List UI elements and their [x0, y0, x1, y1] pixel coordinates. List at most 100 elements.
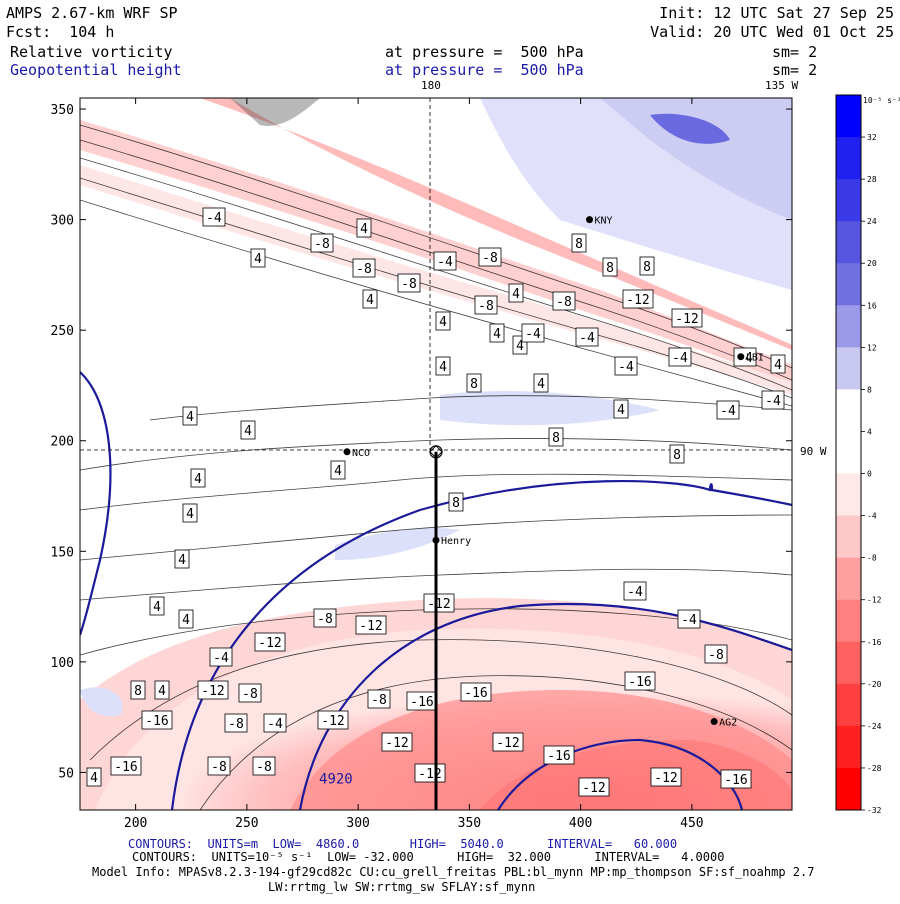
vorticity-label-box	[197, 680, 229, 700]
vorticity-label-text: -4	[525, 327, 541, 342]
vorticity-label-text: 8	[606, 261, 614, 276]
colorbar-tick-label: 4	[867, 427, 872, 436]
vorticity-label-text: 4	[512, 287, 520, 302]
colorbar-segment	[836, 263, 861, 306]
vorticity-label: -8	[310, 233, 334, 253]
vorticity-label-box	[149, 596, 165, 616]
vorticity-label-text: -4	[627, 585, 643, 600]
vorticity-label-text: -4	[681, 613, 697, 628]
vorticity-label-text: 8	[452, 496, 460, 511]
colorbar-tick-label: -16	[867, 638, 882, 647]
vorticity-label-box	[492, 732, 524, 752]
x-tick-label: 250	[235, 816, 258, 831]
vorticity-label-text: 4	[153, 600, 161, 615]
colorbar-segment	[836, 767, 861, 811]
vorticity-label-box	[623, 581, 647, 601]
vorticity-label-box	[575, 327, 599, 347]
height-contour-info: CONTOURS: UNITS=m LOW= 4860.0 HIGH= 5040…	[128, 837, 678, 851]
plot-axes: 200 250 300 350 400 450 50 100 150 200 250 300 350	[51, 98, 792, 831]
vorticity-label-text: -12	[359, 619, 382, 634]
vorticity-label-text: -4	[213, 651, 229, 666]
vorticity-contour-labels: 4 4 -4 4 -8 4 -8 -8 4 -4 -8 -8 4 -8 8 8 8 -12 -12 4 -4 -4 -4 -4…	[86, 207, 786, 797]
field1-smooth: sm= 2	[772, 43, 818, 61]
vorticity-label-text: -4	[618, 360, 634, 375]
vorticity-label-box	[317, 710, 349, 730]
vorticity-label: -4	[623, 581, 647, 601]
vorticity-label-box	[613, 399, 629, 419]
vorticity-label-box	[202, 207, 226, 227]
vorticity-label: -12	[414, 763, 446, 783]
vorticity-label-box	[238, 683, 262, 703]
colorbar-segment	[836, 683, 861, 727]
vorticity-label-box	[578, 777, 610, 797]
vorticity-label-box	[367, 689, 391, 709]
vorticity-label: 4	[178, 609, 194, 629]
model-physics-info: LW:rrtmg_lw SW:rrtmg_sw SFLAY:sf_mynn	[268, 880, 536, 894]
vorticity-label: 4	[435, 356, 451, 376]
vorticity-label: -8	[224, 713, 248, 733]
vorticity-label: 8	[448, 492, 464, 512]
vorticity-label-text: -16	[145, 714, 168, 729]
vorticity-label-box	[182, 503, 198, 523]
vorticity-label-box	[263, 713, 287, 733]
vorticity-label-text: 4	[334, 464, 342, 479]
vorticity-contour-info: CONTOURS: UNITS=10⁻⁵ s⁻¹ LOW= -32.000 HI…	[132, 850, 725, 864]
colorbar-tick-label: -8	[867, 554, 877, 563]
vorticity-label-text: -8	[371, 693, 387, 708]
vorticity-label: 8	[130, 680, 146, 700]
station-marker: NCO	[343, 448, 370, 459]
vorticity-label: -8	[478, 247, 502, 267]
vorticity-label-box	[313, 608, 337, 628]
colorbar-tick-label: 32	[867, 133, 877, 142]
model-info: Model Info: MPASv8.2.3-194-gf29cd82c CU:…	[92, 865, 815, 879]
colorbar-segment	[836, 473, 861, 517]
station-marker: KNY	[586, 216, 613, 227]
vorticity-label-box	[209, 647, 233, 667]
vorticity-label: 4	[86, 767, 102, 787]
x-tick-label: 200	[124, 816, 147, 831]
vorticity-label-box	[356, 218, 372, 238]
vorticity-label-text: -16	[464, 686, 487, 701]
vorticity-label: -4	[733, 347, 757, 367]
vorticity-label: -4	[575, 327, 599, 347]
vorticity-label: 8	[669, 444, 685, 464]
vorticity-label: -8	[397, 273, 421, 293]
colorbar-tick-label: 24	[867, 217, 877, 226]
colorbar-segment	[836, 431, 861, 475]
vorticity-label-box	[548, 427, 564, 447]
vorticity-label: -12	[650, 767, 682, 787]
vorticity-label-box	[552, 291, 576, 311]
station-label: Henry	[441, 536, 471, 547]
vorticity-label: -4	[521, 323, 545, 343]
colorbar-tick-label: -32	[867, 806, 882, 815]
vorticity-label: 4	[613, 399, 629, 419]
vorticity-label-box	[130, 680, 146, 700]
vorticity-label-box	[543, 745, 575, 765]
vorticity-label-box	[435, 356, 451, 376]
vorticity-label-box	[533, 373, 549, 393]
vorticity-label: -12	[578, 777, 610, 797]
vorticity-label-text: -8	[256, 760, 272, 775]
vorticity-label: -12	[317, 710, 349, 730]
colorbar-tick-label: 16	[867, 301, 877, 310]
vorticity-label-box	[466, 373, 482, 393]
vorticity-label: 8	[571, 233, 587, 253]
vorticity-label-text: 8	[470, 377, 478, 392]
vorticity-label-text: 8	[552, 431, 560, 446]
vorticity-label-text: -8	[228, 717, 244, 732]
vorticity-label-box	[352, 258, 376, 278]
vorticity-label-box	[622, 289, 654, 309]
vorticity-label-text: 4	[244, 424, 252, 439]
vorticity-label-text: 8	[134, 684, 142, 699]
vorticity-label-text: -12	[258, 636, 281, 651]
vorticity-label: 4	[190, 468, 206, 488]
y-tick-label: 150	[51, 545, 74, 560]
vorticity-label-text: 4	[90, 771, 98, 786]
vorticity-label-box	[571, 233, 587, 253]
vorticity-label-box	[474, 295, 498, 315]
vorticity-label: -4	[677, 609, 701, 629]
vorticity-label-box	[174, 549, 190, 569]
y-tick-label: 200	[51, 435, 74, 450]
